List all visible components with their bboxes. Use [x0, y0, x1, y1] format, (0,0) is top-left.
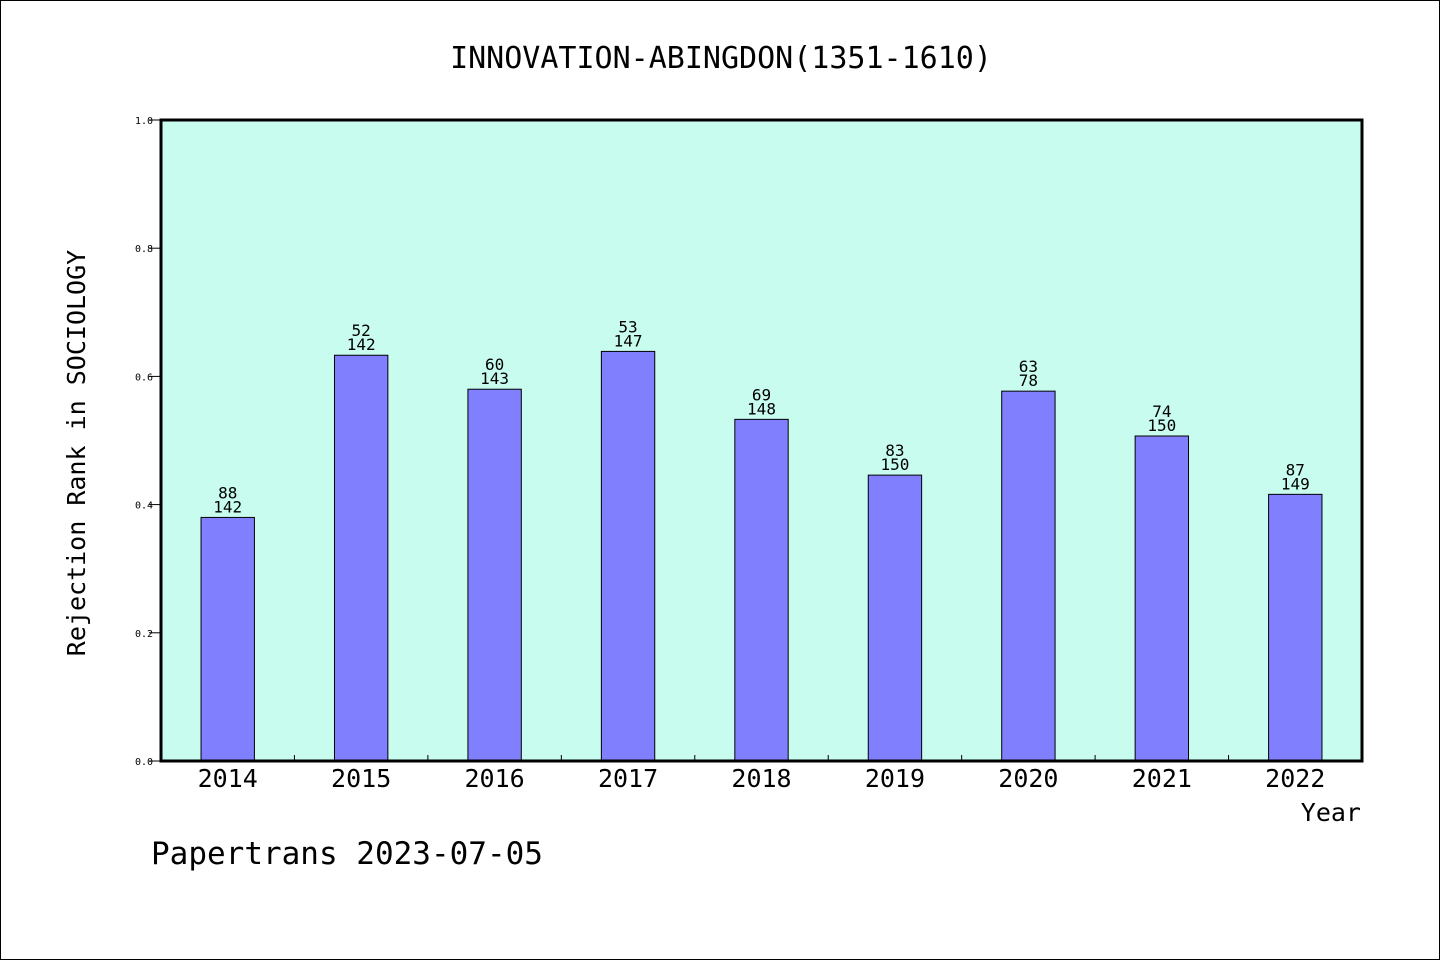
y-tick-label: 0.8 [135, 244, 153, 255]
bar-label-bottom-2020: 78 [1019, 371, 1038, 390]
x-tick-label-2014: 2014 [198, 764, 258, 793]
y-tick-label: 0.0 [135, 757, 153, 768]
x-axis: 2014 2015 2016 2017 2018 2019 2020 2021 2022 [198, 755, 1325, 793]
bar-2022 [1268, 493, 1323, 762]
bar-label-top-2020: 63 [1019, 357, 1038, 376]
bar-label-top-2018: 69 [752, 385, 771, 404]
x-tick-label-2016: 2016 [465, 764, 525, 793]
bar-label-bottom-2014: 142 [213, 497, 242, 516]
bar-label-bottom-2019: 150 [880, 455, 909, 474]
x-tick-label-2015: 2015 [331, 764, 391, 793]
y-axis-label: Rejection Rank in SOCIOLOGY [62, 250, 91, 656]
bar-labels-group: 8814252142601435314769148831506378741508… [213, 317, 1309, 516]
plot-border [159, 118, 1364, 763]
y-tick-label: 0.2 [135, 629, 153, 640]
bar-label-bottom-2016: 143 [480, 369, 509, 388]
bar-label-top-2016: 60 [485, 355, 504, 374]
bar-2014 [200, 516, 255, 762]
bar-label-bottom-2021: 150 [1147, 416, 1176, 435]
x-axis-label: Year [1301, 798, 1361, 827]
y-tick-label: 1.0 [135, 116, 153, 127]
bar-label-top-2022: 87 [1286, 460, 1305, 479]
bar-2016 [467, 388, 522, 762]
x-tick-label-2017: 2017 [598, 764, 658, 793]
bar-2021 [1134, 435, 1190, 762]
bar-label-bottom-2022: 149 [1281, 474, 1310, 493]
bar-label-bottom-2018: 148 [747, 399, 776, 418]
bar-label-top-2014: 88 [218, 483, 237, 502]
bar-label-bottom-2017: 147 [614, 331, 643, 350]
bar-label-bottom-2015: 142 [347, 335, 376, 354]
bar-2017 [600, 350, 656, 762]
x-tick-label-2018: 2018 [731, 764, 791, 793]
x-tick-label-2022: 2022 [1265, 764, 1325, 793]
x-tick-label-2020: 2020 [998, 764, 1058, 793]
footer-credit: Papertrans 2023-07-05 [151, 836, 543, 872]
bar-2015 [333, 354, 389, 762]
bar-2020 [1001, 390, 1056, 762]
bars-group [200, 350, 1323, 762]
y-axis: 0.0 0.2 0.4 0.6 0.8 1.0 [135, 116, 161, 768]
bar-2019 [867, 474, 923, 762]
x-tick-label-2019: 2019 [865, 764, 925, 793]
bar-label-top-2021: 74 [1152, 402, 1171, 421]
bar-label-top-2019: 83 [885, 441, 904, 460]
bar-label-top-2017: 53 [618, 317, 637, 336]
bar-2018 [734, 418, 789, 762]
y-tick-label: 0.4 [135, 501, 153, 512]
bar-label-top-2015: 52 [352, 321, 371, 340]
y-tick-label: 0.6 [135, 372, 153, 383]
chart-title: INNOVATION-ABINGDON(1351-1610) [450, 41, 992, 76]
x-tick-label-2021: 2021 [1132, 764, 1192, 793]
